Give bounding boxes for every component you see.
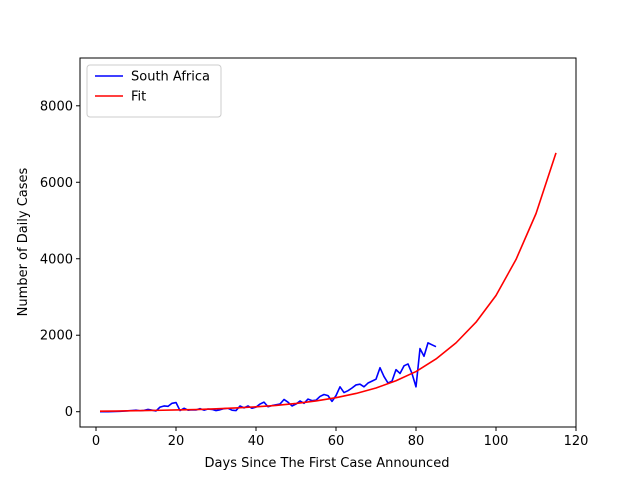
plot-area <box>79 57 577 428</box>
x-tick-label: 100 <box>484 434 509 449</box>
x-tick-label: 120 <box>564 434 589 449</box>
legend-label-south-africa: South Africa <box>131 70 210 85</box>
y-tick-label: 4000 <box>40 252 73 267</box>
y-tick-label: 6000 <box>40 176 73 191</box>
x-tick-label: 0 <box>92 434 100 449</box>
legend-box <box>86 64 222 118</box>
legend: South Africa Fit <box>86 64 222 118</box>
x-tick-label: 60 <box>328 434 345 449</box>
y-axis-label: Number of Daily Cases <box>16 167 31 316</box>
plot-frame <box>79 57 577 428</box>
y-tick-label: 0 <box>65 405 73 420</box>
x-tick-label: 20 <box>168 434 185 449</box>
y-axis-ticks: 0 2000 4000 6000 8000 <box>40 99 80 420</box>
series-line-fit <box>99 152 557 412</box>
series-layer <box>99 152 557 413</box>
y-tick-label: 8000 <box>40 99 73 114</box>
x-axis-label: Days Since The First Case Announced <box>205 456 450 471</box>
x-tick-label: 80 <box>408 434 425 449</box>
y-tick-label: 2000 <box>40 329 73 344</box>
x-tick-label: 40 <box>248 434 265 449</box>
x-axis-ticks: 0 20 40 60 80 100 120 <box>92 427 589 449</box>
legend-label-fit: Fit <box>131 90 146 105</box>
